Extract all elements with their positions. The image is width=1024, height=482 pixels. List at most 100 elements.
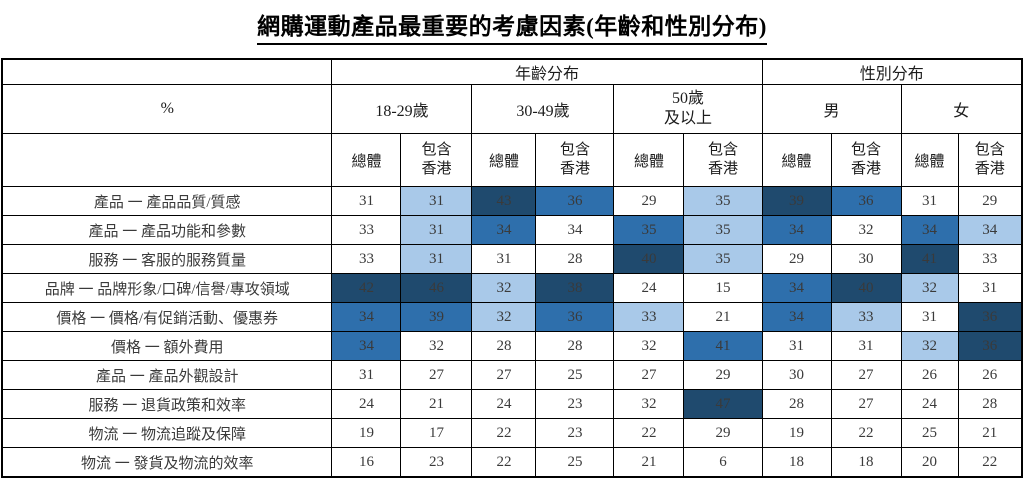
data-cell: 27 <box>400 360 473 390</box>
row-label: 物流 一 物流追蹤及保障 <box>1 418 333 448</box>
table-row: 物流 一 物流追蹤及保障 19 17 22 23 22 29 19 22 25 21 <box>1 418 1023 448</box>
gender-group-female: 女 <box>900 84 1023 134</box>
data-cell: 34 <box>957 215 1023 245</box>
data-cell: 29 <box>613 186 685 216</box>
data-cell: 27 <box>830 360 902 390</box>
data-cell: 27 <box>830 389 902 419</box>
data-cell: 25 <box>535 447 615 478</box>
table-row: 價格 一 額外費用 34 32 28 28 32 41 31 31 32 36 <box>1 331 1023 361</box>
data-cell: 41 <box>683 331 763 361</box>
subheader-incl-hk: 包含 香港 <box>683 133 763 187</box>
data-cell: 31 <box>761 331 832 361</box>
data-cell: 22 <box>613 418 685 448</box>
corner-cell <box>1 58 333 85</box>
data-cell: 31 <box>400 186 473 216</box>
data-cell: 33 <box>830 302 902 332</box>
considerations-table: 年齡分布 性別分布 % 18-29歲 30-49歲 50歲 及以上 男 女 總體… <box>0 58 1024 478</box>
table-row: 產品 一 產品品質/質感 31 31 43 36 29 35 39 36 31 29 <box>1 186 1023 216</box>
table-row: 物流 一 發貨及物流的效率 16 23 22 25 21 6 18 18 20 22 <box>1 447 1023 478</box>
data-cell: 41 <box>900 244 959 274</box>
data-cell: 26 <box>900 360 959 390</box>
data-cell: 19 <box>331 418 402 448</box>
empty-cell <box>1 133 333 187</box>
data-cell: 34 <box>761 215 832 245</box>
data-cell: 23 <box>535 418 615 448</box>
data-cell: 46 <box>400 273 473 303</box>
subheader-incl-hk: 包含 香港 <box>400 133 473 187</box>
data-cell: 32 <box>471 302 537 332</box>
row-label: 品牌 一 品牌形象/口碑/信譽/專攻領域 <box>1 273 333 303</box>
data-cell: 28 <box>957 389 1023 419</box>
data-cell: 33 <box>331 244 402 274</box>
data-cell: 32 <box>900 331 959 361</box>
data-cell: 31 <box>400 244 473 274</box>
data-cell: 24 <box>331 389 402 419</box>
subheader-incl-hk: 包含 香港 <box>535 133 615 187</box>
data-cell: 28 <box>471 331 537 361</box>
data-cell: 36 <box>957 331 1023 361</box>
data-cell: 21 <box>957 418 1023 448</box>
table-row: 產品 一 產品功能和參數 33 31 34 34 35 35 34 32 34 34 <box>1 215 1023 245</box>
data-cell: 36 <box>535 302 615 332</box>
data-cell: 32 <box>400 331 473 361</box>
data-cell: 35 <box>683 244 763 274</box>
data-cell: 29 <box>957 186 1023 216</box>
data-cell: 32 <box>900 273 959 303</box>
row-label: 服務 一 客服的服務質量 <box>1 244 333 274</box>
data-cell: 34 <box>535 215 615 245</box>
data-cell: 33 <box>957 244 1023 274</box>
data-cell: 35 <box>613 215 685 245</box>
segment-header-row: % 18-29歲 30-49歲 50歲 及以上 男 女 <box>1 84 1023 134</box>
data-cell: 24 <box>471 389 537 419</box>
table-row: 價格 一 價格/有促銷活動、優惠券 34 39 32 36 33 21 34 33 31 36 <box>1 302 1023 332</box>
gender-distribution-header: 性別分布 <box>761 58 1023 85</box>
data-cell: 39 <box>761 186 832 216</box>
data-cell: 31 <box>900 186 959 216</box>
data-cell: 29 <box>683 360 763 390</box>
data-cell: 29 <box>761 244 832 274</box>
data-cell: 35 <box>683 215 763 245</box>
data-cell: 42 <box>331 273 402 303</box>
data-cell: 32 <box>613 331 685 361</box>
subheader-total: 總體 <box>900 133 959 187</box>
data-cell: 24 <box>900 389 959 419</box>
subheader-total: 總體 <box>331 133 402 187</box>
data-cell: 36 <box>957 302 1023 332</box>
data-cell: 25 <box>900 418 959 448</box>
data-cell: 24 <box>613 273 685 303</box>
title-wrap: 網購運動產品最重要的考慮因素(年齡和性別分布) <box>0 0 1024 56</box>
table-row: 品牌 一 品牌形象/口碑/信譽/專攻領域 42 46 32 38 24 15 34 40 32 31 <box>1 273 1023 303</box>
data-cell: 18 <box>761 447 832 478</box>
data-cell: 34 <box>331 331 402 361</box>
data-cell: 30 <box>761 360 832 390</box>
data-cell: 21 <box>400 389 473 419</box>
data-cell: 28 <box>535 331 615 361</box>
data-cell: 28 <box>761 389 832 419</box>
data-cell: 34 <box>331 302 402 332</box>
data-cell: 27 <box>471 360 537 390</box>
percent-label: % <box>1 84 333 134</box>
data-cell: 39 <box>400 302 473 332</box>
data-cell: 18 <box>830 447 902 478</box>
row-label: 物流 一 發貨及物流的效率 <box>1 447 333 478</box>
table-row: 產品 一 產品外觀設計 31 27 27 25 27 29 30 27 26 26 <box>1 360 1023 390</box>
table-body: 產品 一 產品品質/質感 31 31 43 36 29 35 39 36 31 29 產品 一 產品功… <box>1 186 1023 478</box>
data-cell: 23 <box>400 447 473 478</box>
data-cell: 34 <box>471 215 537 245</box>
subheader-total: 總體 <box>471 133 537 187</box>
table-row: 服務 一 客服的服務質量 33 31 31 28 40 35 29 30 41 33 <box>1 244 1023 274</box>
data-cell: 21 <box>613 447 685 478</box>
data-cell: 33 <box>331 215 402 245</box>
data-cell: 26 <box>957 360 1023 390</box>
data-cell: 32 <box>830 215 902 245</box>
subheader-incl-hk: 包含 香港 <box>957 133 1023 187</box>
age-group-30-49: 30-49歲 <box>471 84 615 134</box>
data-cell: 35 <box>683 186 763 216</box>
subheader-incl-hk: 包含 香港 <box>830 133 902 187</box>
data-cell: 34 <box>900 215 959 245</box>
data-cell: 19 <box>761 418 832 448</box>
age-group-50plus: 50歲 及以上 <box>613 84 763 134</box>
data-cell: 36 <box>535 186 615 216</box>
group-header-row: 年齡分布 性別分布 <box>1 58 1023 85</box>
